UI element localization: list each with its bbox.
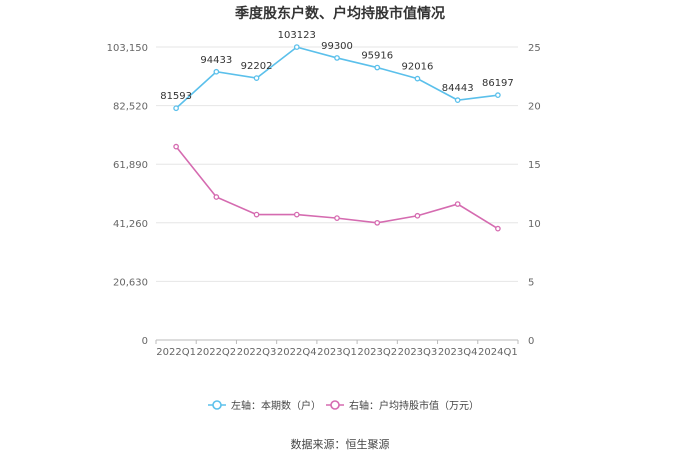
data-point xyxy=(173,105,179,112)
x-tick-label: 2023Q3 xyxy=(398,347,438,358)
series-lines xyxy=(175,46,499,230)
data-point xyxy=(213,68,220,75)
data-label: 81593 xyxy=(160,91,192,102)
data-label: 86197 xyxy=(482,78,514,89)
data-point xyxy=(253,211,260,218)
data-label: 92016 xyxy=(402,62,434,73)
data-label: 103123 xyxy=(278,30,316,41)
data-point xyxy=(334,215,340,221)
grid-lines xyxy=(156,46,518,282)
data-label: 94433 xyxy=(200,55,232,66)
chart-title: 季度股东户数、户均持股市值情况 xyxy=(235,6,445,22)
source-note: 数据来源：恒生聚源 xyxy=(290,438,390,451)
axes: 0 20,630 41,260 61,890 82,520 103,150 0 5 10 15 20… xyxy=(107,43,541,358)
x-tick-label: 2022Q4 xyxy=(277,347,317,358)
x-tick-label: 2022Q2 xyxy=(196,347,236,358)
y-left-tick-label: 0 xyxy=(142,336,148,347)
data-point xyxy=(495,92,501,99)
legend-swatch-marker xyxy=(212,400,222,410)
data-point xyxy=(213,194,220,200)
y-right-tick-label: 0 xyxy=(528,336,534,347)
y-right-tick-label: 15 xyxy=(528,160,541,171)
x-tick-label: 2023Q2 xyxy=(357,347,397,358)
legend-label: 左轴：本期数（户） xyxy=(231,399,321,412)
x-tick-label: 2024Q1 xyxy=(478,347,518,358)
y-left-tick-label: 61,890 xyxy=(113,160,148,171)
y-left-tick-label: 41,260 xyxy=(113,219,148,230)
data-points xyxy=(173,44,501,232)
legend: 左轴：本期数（户） 右轴：户均持股市值（万元） xyxy=(208,399,479,412)
y-left-tick-label: 103,150 xyxy=(107,43,148,54)
data-label: 95916 xyxy=(361,51,393,62)
data-point xyxy=(374,64,381,71)
data-point xyxy=(293,211,300,218)
data-point xyxy=(454,201,461,207)
y-right-tick-label: 10 xyxy=(528,219,541,230)
data-point xyxy=(495,225,501,232)
data-label: 84443 xyxy=(442,83,474,94)
data-point xyxy=(374,219,381,226)
data-label: 92202 xyxy=(241,61,273,72)
y-right-tick-label: 20 xyxy=(528,102,541,113)
x-tick-label: 2022Q3 xyxy=(237,347,277,358)
legend-swatch-marker xyxy=(330,400,340,410)
legend-label: 右轴：户均持股市值（万元） xyxy=(349,399,479,412)
y-right-tick-label: 25 xyxy=(528,43,541,54)
data-point xyxy=(454,97,461,103)
y-right-tick-label: 5 xyxy=(528,277,534,288)
data-point xyxy=(253,75,260,81)
data-point xyxy=(334,55,340,61)
data-point xyxy=(414,212,421,219)
x-tick-label: 2023Q1 xyxy=(317,347,357,358)
data-labels: 81593 94433 92202 103123 99300 95916 92016 8444… xyxy=(160,30,514,102)
data-point xyxy=(173,143,179,150)
x-tick-label: 2023Q4 xyxy=(438,347,478,358)
y-left-tick-label: 82,520 xyxy=(113,102,148,113)
data-point xyxy=(293,44,300,50)
y-left-tick-label: 20,630 xyxy=(113,277,148,288)
data-label: 99300 xyxy=(321,41,353,52)
x-tick-label: 2022Q1 xyxy=(156,347,196,358)
data-point xyxy=(414,75,421,82)
